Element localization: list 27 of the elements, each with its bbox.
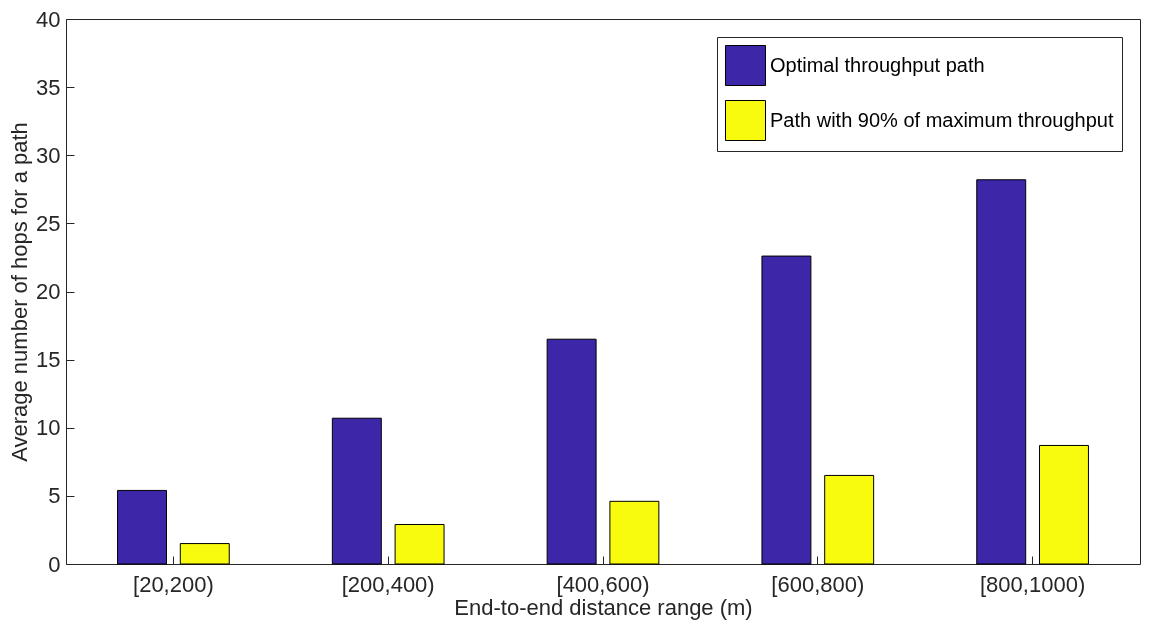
legend-label: Optimal throughput path xyxy=(770,53,985,76)
bar xyxy=(179,543,230,565)
bar xyxy=(824,474,875,565)
x-tick-label: [200,400) xyxy=(341,571,435,597)
x-tick-label: [800,1000) xyxy=(980,571,1086,597)
bar xyxy=(976,179,1027,565)
bar xyxy=(1039,444,1089,565)
bar xyxy=(761,255,812,565)
y-tick-label: 5 xyxy=(48,483,61,509)
y-tick-label: 15 xyxy=(36,347,61,373)
y-tick-label: 20 xyxy=(36,279,61,304)
x-tick-label: [20,200) xyxy=(133,571,214,597)
y-tick-label: 35 xyxy=(36,74,61,100)
y-tick-label: 25 xyxy=(36,210,61,236)
y-tick-label: 10 xyxy=(36,415,61,441)
x-tick-label: [600,800) xyxy=(771,571,865,597)
legend-label: Path with 90% of maximum throughput xyxy=(770,108,1114,131)
y-axis-title: Average number of hops for a path xyxy=(7,122,33,462)
bar xyxy=(546,338,597,565)
bar xyxy=(609,500,660,565)
bar xyxy=(117,489,167,565)
y-tick-label: 0 xyxy=(48,551,61,577)
y-tick-label: 40 xyxy=(36,6,61,32)
bar xyxy=(394,523,445,565)
x-tick-label: [400,600) xyxy=(556,571,650,597)
y-tick-label: 30 xyxy=(36,142,61,168)
bar xyxy=(331,417,382,565)
